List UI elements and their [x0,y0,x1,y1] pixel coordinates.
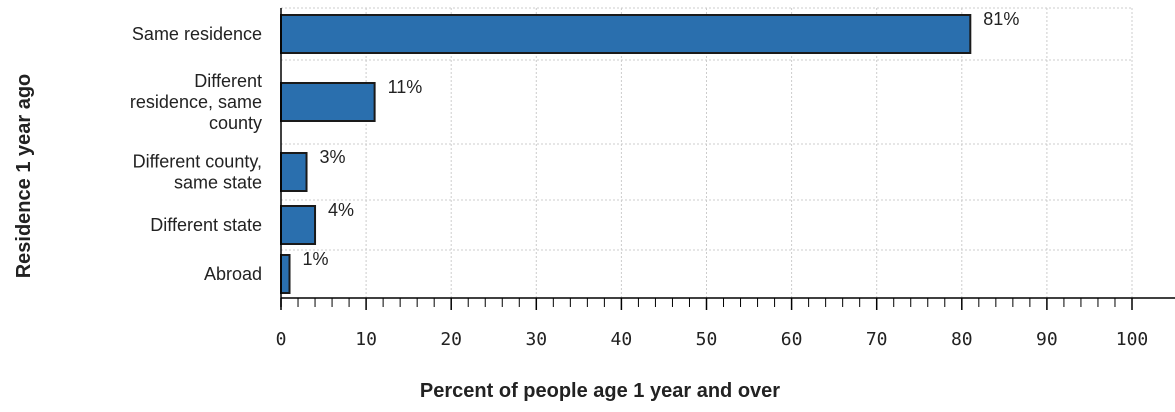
category-label: same state [174,173,262,193]
bar [280,152,308,192]
data-label: 11% [388,77,423,97]
x-tick-label: 0 [276,329,287,350]
x-tick-label: 90 [1036,329,1058,350]
bar [280,14,972,54]
x-tick-label: 80 [951,329,973,350]
data-label: 81% [983,9,1019,29]
x-tick-label: 40 [611,329,633,350]
category-label: Different county, [133,152,262,172]
category-label: residence, same [130,92,262,112]
x-tick-label: 100 [1116,329,1149,350]
category-label: county [209,113,262,133]
category-label: Different [194,71,262,91]
y-axis-title: Residence 1 year ago [13,74,35,279]
data-label: 4% [328,200,354,220]
x-tick-label: 20 [440,329,462,350]
bar [280,82,376,122]
x-tick-label: 30 [525,329,547,350]
x-axis: 0 10 20 30 40 50 60 70 80 90 100 [276,8,1175,350]
bar [280,205,317,245]
bars [280,14,972,294]
x-tick-label: 70 [866,329,888,350]
x-tick-label: 10 [355,329,377,350]
category-label: Abroad [204,264,262,284]
x-tick-label: 50 [696,329,718,350]
category-label: Different state [150,215,262,235]
grid-lines [281,7,1133,298]
category-label: Same residence [132,24,262,44]
data-label: 3% [320,147,346,167]
data-label: 1% [303,249,329,269]
x-axis-title: Percent of people age 1 year and over [420,380,780,402]
bar [280,254,291,294]
x-tick-label: 60 [781,329,803,350]
data-labels: 81% 11% 3% 4% 1% [303,9,1020,269]
